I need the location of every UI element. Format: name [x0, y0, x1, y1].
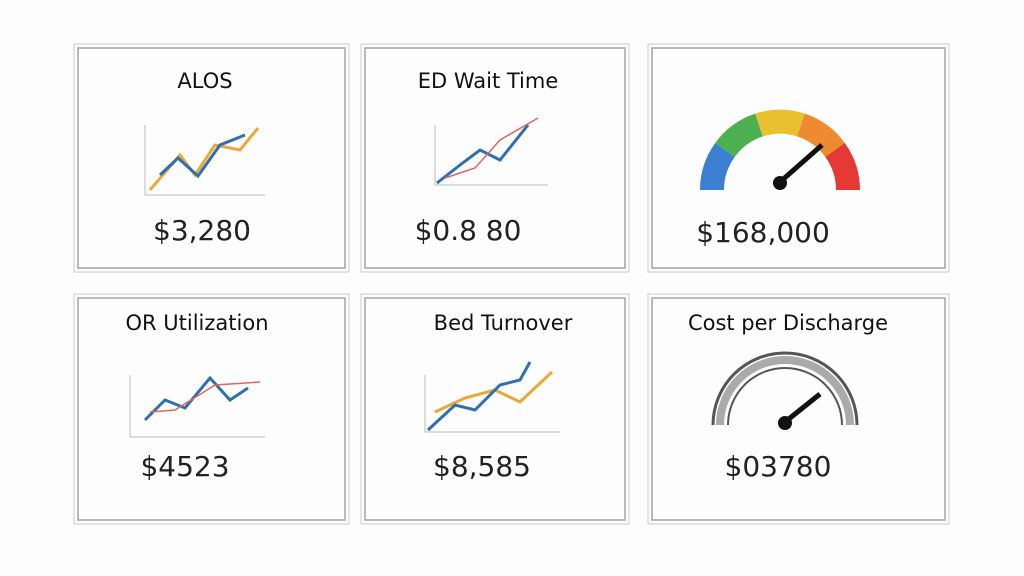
card-value: $4523	[140, 450, 229, 483]
sparkline-bed-turnover	[424, 361, 560, 433]
gauge-color	[700, 109, 860, 191]
card-title: ED Wait Time	[418, 69, 559, 93]
card-value: $03780	[725, 450, 832, 483]
card-title: OR Utilization	[125, 311, 268, 335]
card-value: $0.8 80	[415, 214, 522, 247]
sparkline-alos	[144, 125, 265, 196]
card-value: $168,000	[696, 216, 830, 249]
card-title: Bed Turnover	[434, 311, 573, 335]
sparkline-ed-wait	[434, 117, 548, 186]
card-title: Cost per Discharge	[688, 311, 888, 335]
card-value: $3,280	[153, 214, 251, 247]
gauge-gray	[711, 351, 859, 430]
card-title: ALOS	[177, 69, 232, 93]
card-frames	[73, 43, 950, 525]
sparkline-or-util	[129, 375, 265, 438]
card-value: $8,585	[433, 450, 531, 483]
